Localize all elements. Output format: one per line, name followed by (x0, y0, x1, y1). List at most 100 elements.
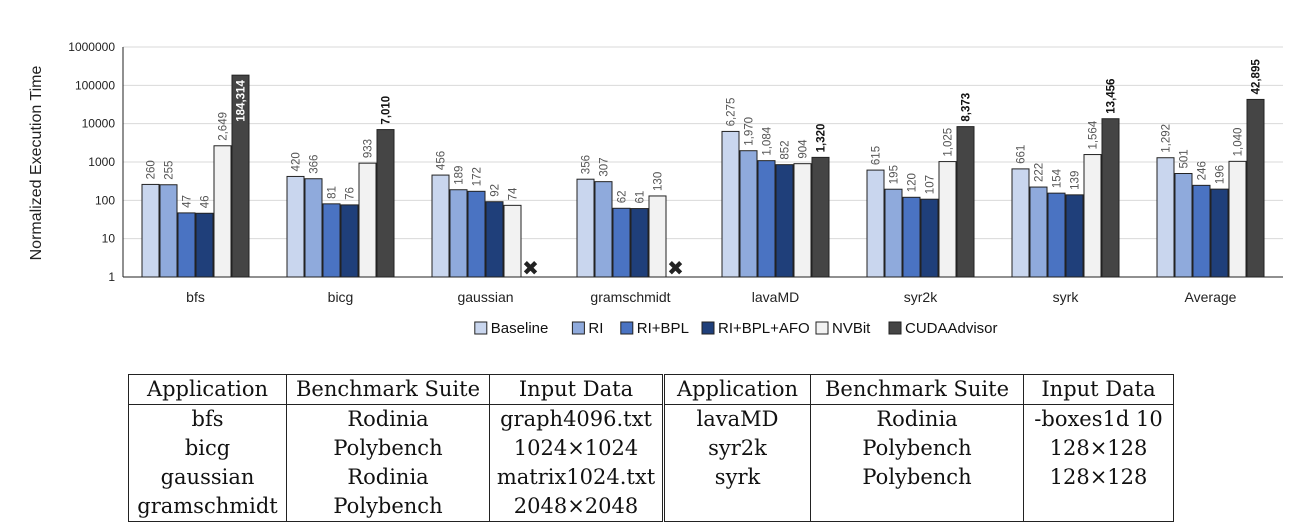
table-cell (663, 492, 811, 522)
table-row: gaussian Rodinia matrix1024.txt syrk Pol… (128, 463, 1174, 492)
benchmark-table: Application Benchmark Suite Input Data A… (128, 374, 1174, 522)
legend-swatch (701, 321, 715, 335)
bar (141, 183, 160, 278)
data-label: 661 (1016, 145, 1028, 164)
data-label: 933 (363, 139, 375, 158)
bar (286, 175, 305, 278)
data-label: 246 (1197, 161, 1209, 180)
bar (358, 162, 377, 278)
bar (630, 208, 649, 278)
data-label: 1,320 (816, 124, 828, 153)
bar (340, 204, 359, 278)
column-header: Input Data (1023, 374, 1174, 405)
data-label: 501 (1179, 149, 1191, 168)
x-tick-label: gaussian (457, 289, 513, 305)
data-label: 139 (1070, 171, 1082, 190)
table-cell: matrix1024.txt (489, 463, 665, 492)
table-cell: 128×128 (1023, 434, 1174, 463)
y-tick-label: 1 (108, 270, 115, 284)
legend-swatch (815, 321, 829, 335)
data-label: 184,314 (236, 80, 248, 122)
y-tick-label: 100 (95, 193, 115, 207)
data-label: 7,010 (381, 96, 393, 125)
bar (956, 126, 975, 278)
bar (1192, 184, 1211, 278)
table-cell: gramschmidt (128, 492, 287, 522)
y-tick-label: 10000 (82, 117, 116, 131)
benchmark-table-container: Application Benchmark Suite Input Data A… (128, 374, 1174, 522)
bar (431, 174, 450, 278)
bar (177, 212, 196, 278)
data-label: 47 (182, 195, 194, 208)
data-label: 154 (1052, 168, 1064, 188)
table-cell: syr2k (663, 434, 811, 463)
data-label: 196 (1215, 165, 1227, 184)
data-labels: 260 255 47 46 2,649 184,314 420 366 81 76 933 7,010… (146, 59, 1263, 280)
x-tick-label: syrk (1053, 289, 1080, 305)
bar (594, 181, 613, 278)
legend: Baseline RI RI+BPL RI+BPL+AFO NVBit CUDAAdvis… (474, 320, 998, 337)
legend-swatch (474, 321, 488, 335)
bars (141, 74, 1265, 278)
table-header-row: Application Benchmark Suite Input Data A… (128, 374, 1174, 405)
bar (612, 207, 631, 278)
bar (1156, 157, 1175, 278)
legend-label: RI+BPL (637, 320, 689, 337)
data-label: 356 (581, 155, 593, 174)
bar (576, 178, 595, 278)
bar (467, 190, 486, 278)
table-cell (810, 492, 1024, 522)
table-cell: Polybench (286, 434, 490, 463)
table-cell: graph4096.txt (489, 404, 665, 434)
bar (757, 160, 776, 278)
table-cell: 2048×2048 (489, 492, 665, 522)
data-label: 61 (635, 191, 647, 204)
data-label: 172 (472, 167, 484, 186)
data-label: 852 (780, 140, 792, 159)
table-row: bicg Polybench 1024×1024 syr2k Polybench… (128, 434, 1174, 463)
bar (485, 201, 504, 278)
column-header: Application (128, 374, 287, 405)
bar (811, 156, 830, 278)
column-header: Input Data (489, 374, 665, 405)
bar (159, 184, 178, 278)
data-label: 76 (345, 187, 357, 200)
bar (902, 196, 921, 278)
data-label: 189 (454, 166, 466, 185)
axes: Normalized Execution Time 1 10 100 1000 1000… (28, 40, 1283, 305)
table-cell: Rodinia (810, 404, 1024, 434)
x-tick-label: lavaMD (752, 289, 799, 305)
x-tick-label: syr2k (904, 289, 938, 305)
data-label: 107 (925, 175, 937, 194)
data-label: 420 (291, 152, 303, 171)
data-label: 81 (327, 186, 339, 199)
bar (721, 130, 740, 278)
missing-value-marker: ✖ (667, 256, 684, 280)
y-tick-label: 10 (102, 232, 116, 246)
data-label: 1,025 (943, 128, 955, 157)
x-tick-label: gramschmidt (590, 289, 670, 305)
bar (1029, 186, 1048, 278)
y-tick-label: 1000000 (68, 40, 115, 54)
data-label: 1,292 (1161, 124, 1173, 153)
table-cell: gaussian (128, 463, 287, 492)
column-header: Benchmark Suite (286, 374, 490, 405)
bar (793, 163, 812, 278)
legend-label: NVBit (832, 320, 871, 337)
data-label: 904 (798, 139, 810, 159)
data-label: 1,564 (1088, 120, 1100, 149)
bar-chart: 260 255 47 46 2,649 184,314 420 366 81 76 933 7,010… (28, 40, 1283, 337)
bar (322, 203, 341, 278)
data-label: 92 (490, 184, 502, 197)
data-label: 1,084 (762, 126, 774, 155)
legend-label: CUDAAdvisor (905, 320, 998, 337)
x-tick-label: bicg (328, 289, 354, 305)
column-header: Application (663, 374, 811, 405)
table-row: bfs Rodinia graph4096.txt lavaMD Rodinia… (128, 404, 1174, 434)
table-cell: Polybench (286, 492, 490, 522)
data-label: 255 (164, 161, 176, 180)
bar (884, 188, 903, 278)
data-label: 8,373 (961, 93, 973, 122)
data-label: 2,649 (218, 112, 230, 141)
table-cell: Rodinia (286, 463, 490, 492)
